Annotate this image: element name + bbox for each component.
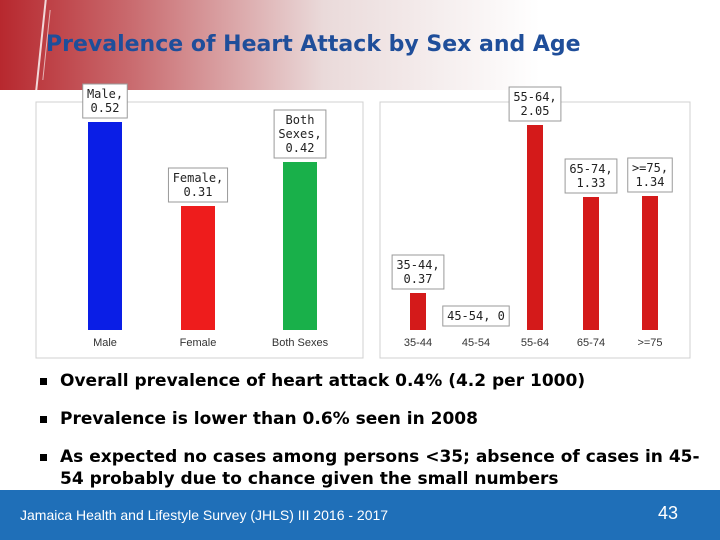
bullet-square-icon [40,454,47,461]
data-label-box [82,83,128,119]
footer-bar: Jamaica Health and Lifestyle Survey (JHL… [0,490,720,540]
data-label: 0.52 [91,101,120,115]
data-label: 55-64, [513,90,556,104]
x-tick-label: 45-54 [462,337,490,349]
x-tick-label: Both Sexes [272,337,329,349]
bar-35-44 [410,293,426,330]
bullet-item: Overall prevalence of heart attack 0.4% … [40,370,700,392]
bullet-square-icon [40,416,47,423]
data-label: 0.42 [286,141,315,155]
bullet-text: Prevalence is lower than 0.6% seen in 20… [60,409,478,429]
bar-both-sexes [283,162,317,330]
bullet-text: As expected no cases among persons <35; … [60,447,700,489]
footer-text: Jamaica Health and Lifestyle Survey (JHL… [20,507,389,523]
bar--75 [642,196,658,330]
bullet-list: Overall prevalence of heart attack 0.4% … [40,370,700,506]
bullet-item: As expected no cases among persons <35; … [40,446,700,490]
x-tick-label: Female [180,337,217,349]
data-label-box [627,157,673,193]
chart-area: Male Male,0.52 Female Female,0.31 Both Sexes… [35,83,691,359]
bullet-item: Prevalence is lower than 0.6% seen in 20… [40,408,700,430]
bar-65-74 [583,197,599,330]
data-label: >=75, [632,161,668,175]
title-banner [0,0,720,90]
data-label: 1.33 [577,176,606,190]
bullet-square-icon [40,378,47,385]
bar-55-64 [527,125,543,330]
page-number: 43 [657,503,678,523]
data-label: 45-54, 0 [447,309,505,323]
data-label: 0.37 [404,272,433,286]
slide-title: Prevalence of Heart Attack by Sex and Ag… [46,32,581,57]
data-label: 35-44, [396,258,439,272]
data-label-box [391,254,445,290]
data-label-box [273,109,327,159]
data-label-box [442,305,510,327]
data-label: Sexes, [278,127,321,141]
data-label: 65-74, [569,162,612,176]
data-label: Both [286,113,315,127]
x-tick-label: 55-64 [521,337,549,349]
x-tick-label: 65-74 [577,337,605,349]
data-label-box [508,86,562,122]
bullet-text: Overall prevalence of heart attack 0.4% … [60,371,586,391]
bar-male [88,122,122,330]
x-tick-label: 35-44 [404,337,432,349]
data-label: Male, [87,87,123,101]
data-label-box [564,158,618,194]
data-label: 2.05 [521,104,550,118]
data-label: Female, [173,171,224,185]
x-tick-label: Male [93,337,117,349]
data-label: 1.34 [636,175,665,189]
data-label: 0.31 [184,185,213,199]
x-tick-label: >=75 [637,337,662,349]
bar-female [181,206,215,330]
data-label-box [167,167,229,203]
